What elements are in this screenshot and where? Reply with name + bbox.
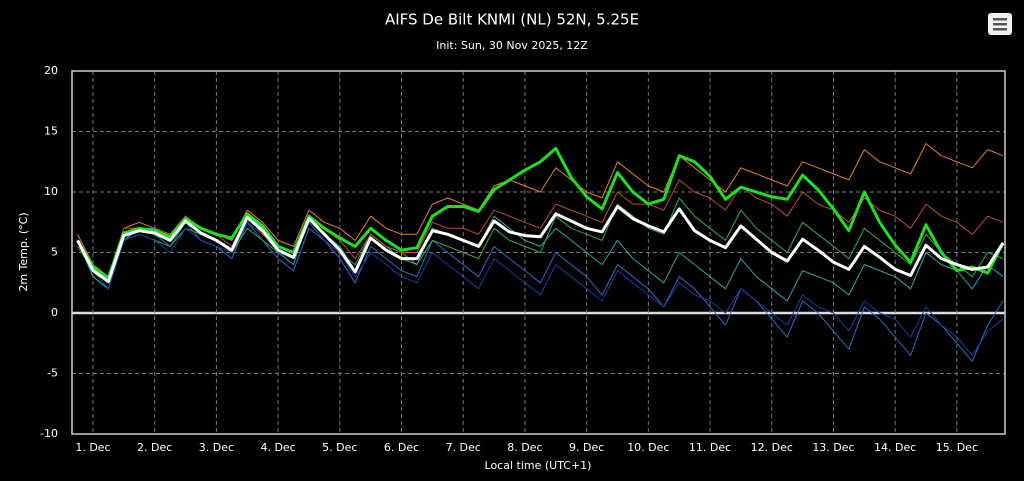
- x-tick-label: 15. Dec: [936, 441, 978, 454]
- y-tick-label: 20: [44, 64, 58, 77]
- series-line: [77, 221, 1004, 362]
- series-line: [77, 221, 1004, 356]
- x-tick-label: 14. Dec: [874, 441, 916, 454]
- x-tick-label: 9. Dec: [569, 441, 604, 454]
- series-line: [76, 146, 1005, 280]
- y-axis-label: 2m Temp. (°C): [17, 212, 30, 291]
- x-tick-label: 12. Dec: [751, 441, 793, 454]
- x-tick-label: 3. Dec: [199, 441, 234, 454]
- menu-bar: [993, 28, 1007, 31]
- x-tick-label: 1. Dec: [75, 441, 110, 454]
- menu-bar: [993, 18, 1007, 21]
- tick-labels: -10 -5 0 5 10 15 20 1. Dec 2. Dec 3. Dec 4. Dec 5. …: [40, 64, 978, 454]
- y-tick-label: 10: [44, 185, 58, 198]
- y-tick-label: 15: [44, 125, 58, 138]
- x-tick-label: 13. Dec: [812, 441, 854, 454]
- y-tick-label: 0: [51, 306, 58, 319]
- x-tick-label: 8. Dec: [507, 441, 542, 454]
- series-line: [76, 205, 1005, 283]
- x-tick-label: 7. Dec: [446, 441, 481, 454]
- x-axis-label: Local time (UTC+1): [485, 459, 592, 472]
- x-tick-label: 5. Dec: [322, 441, 357, 454]
- series-lines: [76, 143, 1005, 362]
- y-tick-label: -10: [40, 427, 58, 440]
- plot-border: [71, 70, 1006, 435]
- y-tick-label: 5: [51, 246, 58, 259]
- menu-bar: [993, 23, 1007, 26]
- x-tick-label: 4. Dec: [260, 441, 295, 454]
- x-tick-label: 10. Dec: [627, 441, 669, 454]
- x-tick-label: 11. Dec: [689, 441, 731, 454]
- chart-title: AIFS De Bilt KNMI (NL) 52N, 5.25E: [385, 11, 639, 29]
- x-tick-label: 2. Dec: [137, 441, 172, 454]
- chart-subtitle: Init: Sun, 30 Nov 2025, 12Z: [436, 39, 588, 52]
- series-line: [77, 179, 1004, 278]
- menu-button[interactable]: [988, 13, 1012, 35]
- y-tick-label: -5: [47, 367, 58, 380]
- x-tick-label: 6. Dec: [384, 441, 419, 454]
- series-line: [77, 143, 1004, 278]
